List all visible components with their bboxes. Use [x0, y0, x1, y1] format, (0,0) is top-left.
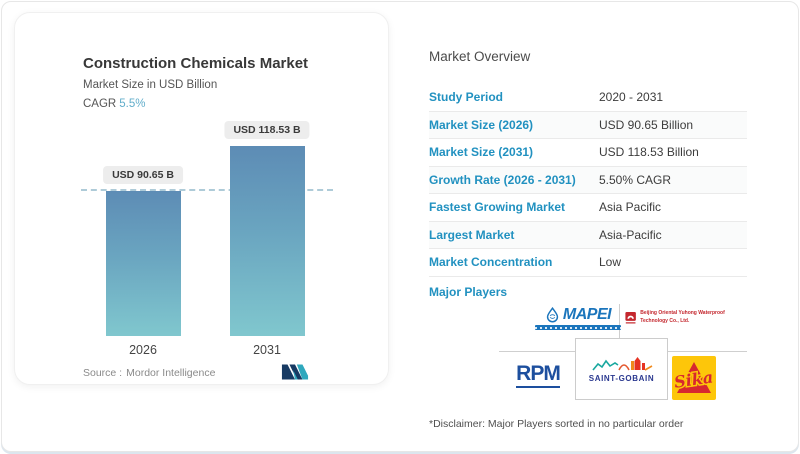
- overview-row: Largest Market Asia-Pacific: [429, 221, 747, 249]
- overview-row: Market Size (2031) USD 118.53 Billion: [429, 139, 747, 167]
- saint-gobain-wordmark: SAINT-GOBAIN: [588, 374, 655, 383]
- mapei-logo: MAPEI: [535, 306, 621, 330]
- mapei-drop-icon: [546, 307, 559, 323]
- chart-subtitle: Market Size in USD Billion: [83, 79, 218, 91]
- sika-logo: Sika: [671, 356, 716, 405]
- disclaimer-text: *Disclaimer: Major Players sorted in no …: [429, 418, 684, 430]
- overview-row-label: Market Size (2031): [429, 145, 534, 160]
- overview-row-label: Fastest Growing Market: [429, 200, 566, 215]
- overview-row-value: Low: [599, 255, 622, 270]
- overview-row-label: Market Concentration: [429, 255, 553, 270]
- bar-value-pill-2026: USD 90.65 B: [103, 166, 183, 184]
- bar-2026: [106, 191, 181, 336]
- bar-2031: [230, 146, 305, 336]
- chart-cagr-line: CAGR 5.5%: [83, 98, 145, 110]
- cagr-value: 5.5%: [119, 98, 146, 110]
- overview-row: Market Size (2026) USD 90.65 Billion: [429, 111, 747, 139]
- overview-row-value: 5.50% CAGR: [599, 172, 672, 187]
- overview-row-label: Largest Market: [429, 227, 515, 242]
- overview-row-value: Asia-Pacific: [599, 227, 662, 242]
- mapei-caption-strip: [535, 325, 621, 330]
- major-players-label: Major Players: [429, 285, 508, 299]
- major-players-grid: MAPEI Beijing Oriental Yuhong Waterproof…: [497, 300, 750, 402]
- overview-row-value: 2020 - 2031: [599, 90, 664, 105]
- overview-row-label: Study Period: [429, 90, 504, 105]
- overview-row: Growth Rate (2026 - 2031) 5.50% CAGR: [429, 166, 747, 194]
- source-label: Source :: [83, 367, 123, 379]
- sika-icon: Sika: [671, 356, 716, 400]
- source-line: Source : Mordor Intelligence: [83, 367, 219, 379]
- mordor-intelligence-logo: [281, 364, 309, 380]
- rpm-wordmark: RPM: [516, 362, 561, 388]
- overview-heading: Market Overview: [429, 49, 531, 64]
- reference-dashed-line: [81, 189, 333, 191]
- overview-row: Market Concentration Low: [429, 249, 747, 277]
- yuhong-wordmark: Beijing Oriental Yuhong Waterproof Techn…: [640, 310, 725, 324]
- source-value: Mordor Intelligence: [126, 367, 216, 379]
- chart-title: Construction Chemicals Market: [83, 55, 309, 72]
- yuhong-arch-icon: [625, 311, 636, 324]
- overview-row-label: Growth Rate (2026 - 2031): [429, 172, 576, 187]
- overview-row: Study Period 2020 - 2031: [429, 84, 747, 112]
- saint-gobain-logo: SAINT-GOBAIN: [575, 338, 668, 400]
- bar-value-pill-2031: USD 118.53 B: [224, 121, 310, 139]
- overview-row: Fastest Growing Market Asia Pacific: [429, 194, 747, 222]
- x-axis-label-2031: 2031: [253, 343, 281, 357]
- market-size-chart-card: Construction Chemicals Market Market Siz…: [14, 12, 389, 385]
- overview-table: Study Period 2020 - 2031 Market Size (20…: [429, 84, 747, 277]
- overview-row-label: Market Size (2026): [429, 117, 534, 132]
- cagr-label: CAGR: [83, 98, 117, 110]
- mapei-wordmark: MAPEI: [562, 306, 612, 323]
- overview-row-value: USD 118.53 Billion: [599, 145, 699, 160]
- rpm-logo: RPM: [505, 362, 571, 388]
- beijing-oriental-yuhong-logo: Beijing Oriental Yuhong Waterproof Techn…: [625, 310, 749, 326]
- saint-gobain-skyline-icon: [591, 357, 652, 371]
- x-axis-label-2026: 2026: [129, 343, 157, 357]
- overview-row-value: Asia Pacific: [599, 200, 662, 215]
- overview-row-value: USD 90.65 Billion: [599, 117, 694, 132]
